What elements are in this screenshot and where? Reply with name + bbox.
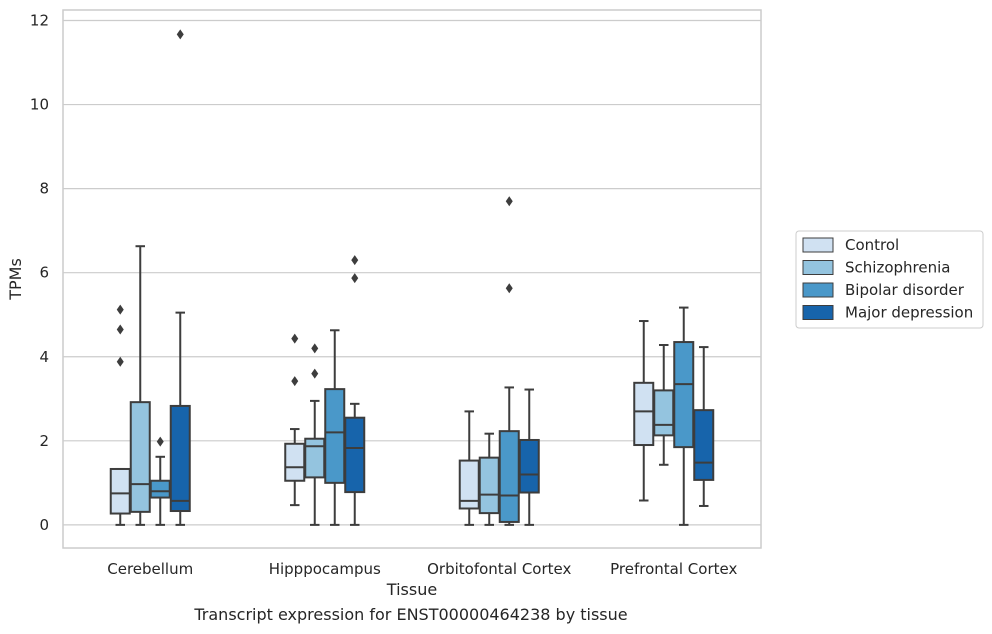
box-body	[673, 341, 695, 449]
box-0-1	[129, 245, 151, 526]
box-0-2	[149, 436, 171, 526]
legend-swatch	[802, 237, 834, 253]
x-axis-label: Tissue	[386, 580, 437, 599]
box-3-3	[693, 346, 715, 507]
outlier-point	[311, 368, 319, 379]
legend-entry: Schizophrenia	[845, 259, 950, 277]
legend-entry: Bipolar disorder	[845, 281, 965, 299]
legend-entry: Major depression	[845, 304, 973, 322]
outlier-point	[116, 356, 124, 367]
legend-entry: Control	[845, 236, 899, 254]
grid-lines	[63, 19, 761, 526]
box-body	[324, 388, 346, 484]
outlier-point	[116, 324, 124, 335]
legend-swatch	[802, 260, 834, 275]
y-tick-label: 10	[30, 96, 49, 114]
legend-swatch	[802, 282, 834, 298]
x-tick-label: Prefrontal Cortex	[610, 560, 737, 578]
box-body	[129, 401, 151, 513]
box-body	[478, 456, 500, 515]
box-1-3	[344, 255, 366, 526]
box-body	[693, 409, 715, 481]
box-1-0	[284, 333, 306, 507]
box-body	[149, 479, 171, 499]
box-series	[109, 29, 715, 526]
box-3-2	[673, 306, 695, 526]
outlier-point	[291, 376, 299, 387]
x-tick-label: Cerebellum	[107, 560, 193, 578]
box-body	[169, 404, 191, 513]
y-tick-label: 6	[39, 264, 49, 282]
x-tick-label: Hipppocampus	[269, 560, 381, 578]
plot-area-frame	[62, 9, 762, 549]
y-axis-ticks: 0 2 4 6 8 10 12	[30, 12, 49, 534]
box-0-3	[169, 29, 191, 526]
box-body	[304, 437, 326, 479]
y-tick-label: 0	[39, 516, 49, 534]
outlier-point	[311, 343, 319, 354]
outlier-point	[505, 283, 513, 294]
box-2-1	[478, 432, 500, 526]
box-1-2	[324, 329, 346, 526]
box-body	[518, 438, 540, 494]
box-body	[344, 416, 366, 494]
box-body	[633, 381, 655, 447]
outlier-point	[176, 29, 184, 40]
box-body	[653, 389, 675, 437]
legend: Control Schizophrenia Bipolar disorder Majo…	[795, 230, 984, 329]
x-tick-label: Orbitofontal Cortex	[427, 560, 571, 578]
outlier-point	[291, 333, 299, 344]
legend-swatch	[802, 305, 834, 320]
box-body	[109, 467, 131, 515]
chart-caption: Transcript expression for ENST0000046423…	[194, 605, 628, 624]
x-axis-ticks: Cerebellum Hipppocampus Orbitofontal Corte…	[107, 560, 737, 578]
box-2-0	[458, 410, 480, 526]
outlier-point	[116, 304, 124, 315]
outlier-point	[351, 273, 359, 284]
box-body	[284, 442, 306, 482]
outlier-point	[351, 255, 359, 266]
box-1-1	[304, 343, 326, 526]
legend-frame	[795, 230, 984, 329]
box-2-2	[498, 196, 520, 526]
y-axis-label: TPMs	[6, 258, 25, 301]
outlier-point	[156, 436, 164, 447]
y-tick-label: 8	[39, 180, 49, 198]
y-tick-label: 4	[39, 348, 49, 366]
box-0-0	[109, 304, 131, 526]
box-2-3	[518, 388, 540, 526]
box-3-1	[653, 343, 675, 466]
outlier-point	[505, 196, 513, 207]
box-3-0	[633, 320, 655, 502]
y-tick-label: 2	[39, 432, 49, 450]
y-tick-label: 12	[30, 12, 49, 30]
box-body	[498, 430, 520, 523]
